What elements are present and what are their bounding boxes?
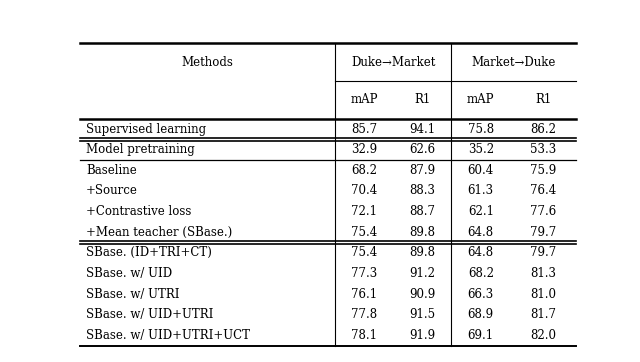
Text: 90.9: 90.9	[409, 287, 435, 300]
Text: 81.3: 81.3	[531, 267, 556, 280]
Text: SBase. w/ UTRI: SBase. w/ UTRI	[86, 287, 179, 300]
Text: 86.2: 86.2	[531, 122, 556, 135]
Text: SBase. w/ UID+UTRI+UCT: SBase. w/ UID+UTRI+UCT	[86, 329, 250, 342]
Text: 60.4: 60.4	[468, 164, 494, 177]
Text: +Contrastive loss: +Contrastive loss	[86, 205, 191, 218]
Text: 81.0: 81.0	[531, 287, 556, 300]
Text: SBase. w/ UID: SBase. w/ UID	[86, 267, 172, 280]
Text: 77.8: 77.8	[351, 308, 378, 321]
Text: 79.7: 79.7	[530, 226, 556, 239]
Text: 89.8: 89.8	[409, 246, 435, 259]
Text: 79.7: 79.7	[530, 246, 556, 259]
Text: +Source: +Source	[86, 184, 138, 197]
Text: 76.1: 76.1	[351, 287, 378, 300]
Text: 89.8: 89.8	[409, 226, 435, 239]
Text: 62.1: 62.1	[468, 205, 494, 218]
Text: 72.1: 72.1	[351, 205, 378, 218]
Text: 81.7: 81.7	[531, 308, 556, 321]
Text: 88.7: 88.7	[409, 205, 435, 218]
Text: Market→Duke: Market→Duke	[471, 56, 556, 69]
Text: 91.5: 91.5	[409, 308, 435, 321]
Text: 94.1: 94.1	[409, 122, 435, 135]
Text: 35.2: 35.2	[468, 143, 494, 156]
Text: 62.6: 62.6	[409, 143, 435, 156]
Text: 82.0: 82.0	[531, 329, 556, 342]
Text: Supervised learning: Supervised learning	[86, 122, 206, 135]
Text: 75.9: 75.9	[530, 164, 556, 177]
Text: 66.3: 66.3	[468, 287, 494, 300]
Text: 77.6: 77.6	[530, 205, 556, 218]
Text: mAP: mAP	[467, 93, 495, 106]
Text: +Mean teacher (SBase.): +Mean teacher (SBase.)	[86, 226, 232, 239]
Text: 32.9: 32.9	[351, 143, 378, 156]
Text: 68.2: 68.2	[351, 164, 378, 177]
Text: 78.1: 78.1	[351, 329, 378, 342]
Text: Duke→Market: Duke→Market	[351, 56, 435, 69]
Text: 69.1: 69.1	[468, 329, 494, 342]
Text: 75.4: 75.4	[351, 246, 378, 259]
Text: 76.4: 76.4	[530, 184, 556, 197]
Text: 88.3: 88.3	[409, 184, 435, 197]
Text: Methods: Methods	[182, 56, 234, 69]
Text: mAP: mAP	[351, 93, 378, 106]
Text: SBase. w/ UID+UTRI: SBase. w/ UID+UTRI	[86, 308, 213, 321]
Text: 64.8: 64.8	[468, 226, 494, 239]
Text: 64.8: 64.8	[468, 246, 494, 259]
Text: 70.4: 70.4	[351, 184, 378, 197]
Text: Model pretraining: Model pretraining	[86, 143, 195, 156]
Text: R1: R1	[414, 93, 430, 106]
Text: SBase. (ID+TRI+CT): SBase. (ID+TRI+CT)	[86, 246, 212, 259]
Text: 75.4: 75.4	[351, 226, 378, 239]
Text: 68.9: 68.9	[468, 308, 494, 321]
Text: 91.9: 91.9	[409, 329, 435, 342]
Text: R1: R1	[535, 93, 552, 106]
Text: 77.3: 77.3	[351, 267, 378, 280]
Text: 87.9: 87.9	[409, 164, 435, 177]
Text: 85.7: 85.7	[351, 122, 378, 135]
Text: 91.2: 91.2	[409, 267, 435, 280]
Text: 61.3: 61.3	[468, 184, 494, 197]
Text: 68.2: 68.2	[468, 267, 494, 280]
Text: Baseline: Baseline	[86, 164, 137, 177]
Text: 53.3: 53.3	[530, 143, 556, 156]
Text: 75.8: 75.8	[468, 122, 494, 135]
